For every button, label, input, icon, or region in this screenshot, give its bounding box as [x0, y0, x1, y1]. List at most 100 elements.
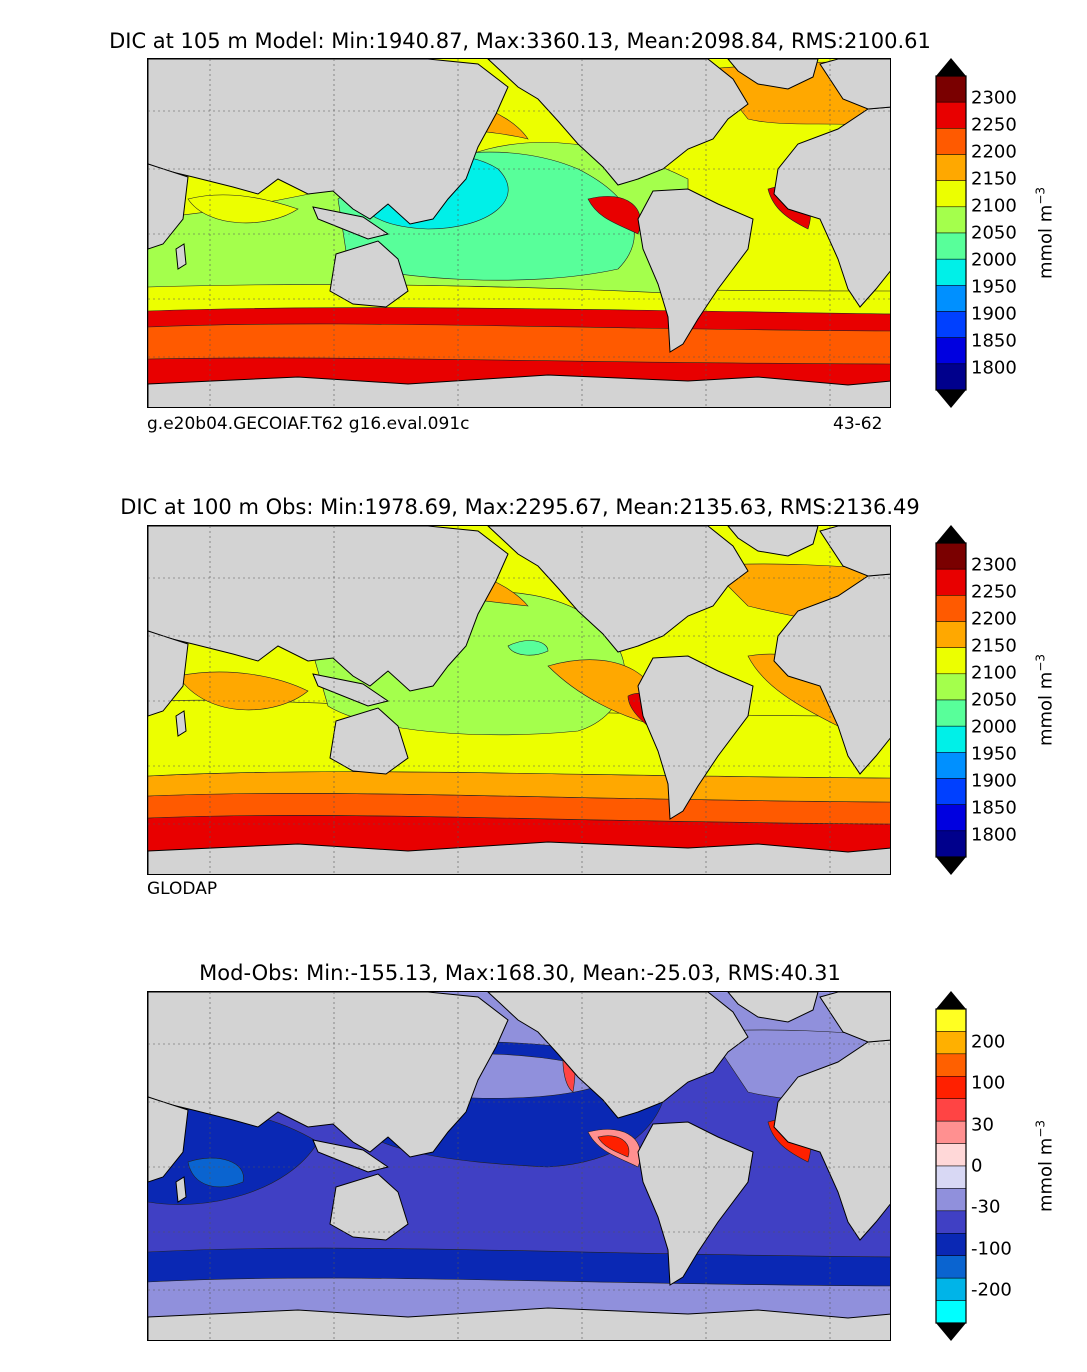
- colorbar-tick-label: 200: [971, 1031, 1006, 1053]
- colorbar-tick-label: 2300: [971, 554, 1017, 576]
- colorbar-swatch: [935, 1300, 967, 1324]
- africa-east-land: [148, 630, 189, 717]
- colorbar-frame: [935, 1008, 967, 1324]
- colorbar-extend-min: [936, 1323, 966, 1341]
- colorbar-tick-label: 2250: [971, 581, 1017, 603]
- colorbar-swatch: [935, 1008, 967, 1032]
- colorbar-tick-label: -30: [971, 1196, 1001, 1218]
- australia-land: [329, 1173, 409, 1241]
- colorbar-tick-label: 2050: [971, 222, 1017, 244]
- colorbar-tick-label: 2050: [971, 689, 1017, 711]
- colorbar-extend-max: [936, 58, 966, 76]
- colorbar-swatch: [935, 180, 967, 208]
- europe-land: [819, 992, 890, 1043]
- madagascar-land: [175, 1176, 187, 1203]
- colorbar-swatch: [935, 1098, 967, 1122]
- colorbar-swatch: [935, 285, 967, 312]
- south-america-land: [637, 1121, 754, 1286]
- colorbar-swatch: [935, 1120, 967, 1144]
- band-indian-bright: [187, 1157, 244, 1188]
- colorbar-swatch: [935, 1255, 967, 1279]
- colorbar-swatch: [935, 1143, 967, 1167]
- colorbar-tick-label: 2200: [971, 608, 1017, 630]
- colorbar-swatch: [935, 1233, 967, 1256]
- colorbar-tick-label: 2150: [971, 635, 1017, 657]
- africa-east-land: [148, 1096, 189, 1183]
- panel1-footer-left: g.e20b04.GECOIAF.T62 g16.eval.091c: [147, 414, 470, 434]
- colorbar-tick-label: 1900: [971, 770, 1017, 792]
- madagascar-land: [175, 710, 187, 737]
- colorbar-tick-label: -200: [971, 1279, 1012, 1301]
- indonesia-land: [312, 673, 390, 707]
- panel3-colorbar-unit: mmol m−3: [1033, 1119, 1057, 1213]
- colorbar-swatch: [935, 568, 967, 596]
- colorbar-swatch: [935, 154, 967, 181]
- band-pacific-aqua-2: [507, 640, 549, 656]
- colorbar-swatch: [935, 232, 967, 260]
- europe-land: [819, 526, 890, 577]
- antarctica-land: [148, 1307, 890, 1340]
- colorbar-canvas: [935, 991, 967, 1341]
- colorbar-swatch: [935, 75, 967, 103]
- south-america-land: [637, 655, 754, 820]
- colorbar-swatch: [935, 725, 967, 753]
- colorbar-swatch: [935, 804, 967, 832]
- colorbar-swatch: [935, 128, 967, 155]
- map-canvas: [148, 59, 890, 407]
- north-america-land: [487, 59, 749, 186]
- colorbar-tick-label: 2200: [971, 141, 1017, 163]
- panel2-map: [147, 525, 891, 875]
- colorbar-swatch: [935, 311, 967, 338]
- greenland-land: [727, 992, 819, 1023]
- africa-west-land: [773, 573, 890, 775]
- colorbar-swatch: [935, 752, 967, 779]
- colorbar-tick-label: 2150: [971, 168, 1017, 190]
- colorbar-swatch: [935, 699, 967, 727]
- colorbar-swatch: [935, 621, 967, 648]
- colorbar-canvas: [935, 58, 967, 408]
- panel2-footer-left: GLODAP: [147, 879, 218, 899]
- australia-land: [329, 240, 409, 308]
- colorbar-swatch: [935, 778, 967, 805]
- colorbar-tick-label: -100: [971, 1238, 1012, 1260]
- antarctica-land: [148, 841, 890, 874]
- colorbar-extend-min: [936, 390, 966, 408]
- colorbar-tick-label: 2000: [971, 716, 1017, 738]
- south-america-land: [637, 188, 754, 353]
- colorbar-tick-label: 30: [971, 1114, 994, 1136]
- panel1-title: DIC at 105 m Model: Min:1940.87, Max:336…: [109, 29, 931, 53]
- colorbar-swatch: [935, 542, 967, 570]
- africa-west-land: [773, 106, 890, 308]
- band-indian-orange: [177, 671, 309, 711]
- north-america-land: [487, 992, 749, 1119]
- north-america-land: [487, 526, 749, 653]
- eurasia-land: [148, 59, 509, 225]
- colorbar-swatch: [935, 1076, 967, 1099]
- panel1-map: [147, 58, 891, 408]
- colorbar-swatch: [935, 101, 967, 129]
- colorbar-tick-label: 1950: [971, 743, 1017, 765]
- colorbar-swatch: [935, 1188, 967, 1212]
- colorbar-tick-label: 1900: [971, 303, 1017, 325]
- colorbar-swatch: [935, 1277, 967, 1301]
- africa-west-land: [773, 1039, 890, 1241]
- colorbar-swatch: [935, 830, 967, 858]
- antarctica-land: [148, 374, 890, 407]
- colorbar-swatch: [935, 1210, 967, 1234]
- colorbar-tick-label: 0: [971, 1155, 983, 1177]
- panel3-colorbar: [935, 991, 967, 1341]
- panel3-map: [147, 991, 891, 1341]
- colorbar-swatch: [935, 1053, 967, 1077]
- greenland-land: [727, 526, 819, 557]
- colorbar-swatch: [935, 258, 967, 286]
- map-canvas: [148, 526, 890, 874]
- colorbar-tick-label: 2300: [971, 87, 1017, 109]
- band-south-light: [148, 1277, 890, 1323]
- eurasia-land: [148, 526, 509, 692]
- colorbar-tick-label: 2000: [971, 249, 1017, 271]
- colorbar-canvas: [935, 525, 967, 875]
- colorbar-swatch: [935, 1031, 967, 1055]
- colorbar-extend-max: [936, 991, 966, 1009]
- band-indian-yellow: [187, 194, 299, 224]
- colorbar-swatch: [935, 673, 967, 701]
